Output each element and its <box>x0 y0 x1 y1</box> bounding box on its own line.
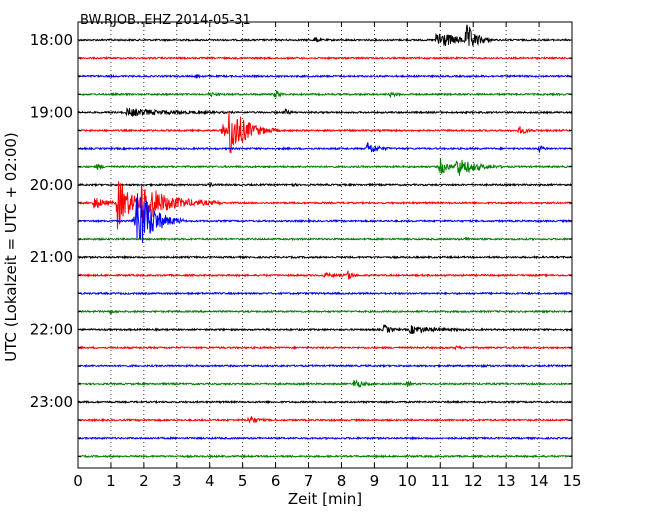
y-axis: 18:00 19:00 20:00 21:00 22:00 23:00 <box>30 31 572 457</box>
trace-line <box>77 55 573 61</box>
trace-line <box>77 345 573 351</box>
trace-line <box>77 193 573 244</box>
x-tick-label: 8 <box>337 472 347 490</box>
x-tick-label: 14 <box>530 472 549 490</box>
trace-line <box>77 24 573 47</box>
y-tick-label: 18:00 <box>30 31 73 49</box>
chart-title: BW.RJOB..EHZ 2014-05-31 <box>80 13 251 28</box>
x-axis: 0 1 2 3 4 5 6 7 8 9 10 11 12 13 14 15 <box>73 22 582 490</box>
trace-line <box>77 435 573 441</box>
x-tick-label: 1 <box>106 472 116 490</box>
trace-line <box>77 90 573 99</box>
trace-line <box>77 324 573 334</box>
y-tick-label: 21:00 <box>30 248 73 266</box>
x-tick-label: 12 <box>464 472 483 490</box>
x-tick-label: 6 <box>271 472 281 490</box>
trace-group <box>77 24 573 459</box>
x-tick-label: 0 <box>73 472 83 490</box>
y-tick-label: 23:00 <box>30 393 73 411</box>
trace-line <box>77 158 573 176</box>
plot-frame <box>77 21 573 469</box>
trace-line <box>77 379 573 388</box>
trace-line <box>77 270 573 281</box>
trace-line <box>77 363 573 369</box>
trace-line <box>77 454 573 459</box>
x-tick-label: 13 <box>497 472 516 490</box>
x-tick-label: 4 <box>205 472 215 490</box>
x-axis-title: Zeit [min] <box>288 490 362 508</box>
trace-line <box>77 236 573 242</box>
trace-line <box>77 111 573 154</box>
trace-line <box>77 399 573 405</box>
x-tick-label: 3 <box>172 472 182 490</box>
x-tick-label: 9 <box>370 472 380 490</box>
y-tick-label: 19:00 <box>30 103 73 121</box>
x-tick-label: 15 <box>562 472 581 490</box>
trace-line <box>77 181 573 188</box>
y-tick-label: 22:00 <box>30 321 73 339</box>
trace-line <box>77 291 573 296</box>
trace-line <box>77 254 573 260</box>
x-tick-label: 10 <box>398 472 417 490</box>
x-tick-label: 11 <box>431 472 450 490</box>
y-axis-title: UTC (Lokalzeit = UTC + 02:00) <box>2 132 20 362</box>
x-tick-label: 5 <box>238 472 248 490</box>
x-tick-label: 7 <box>304 472 314 490</box>
trace-line <box>77 416 573 424</box>
y-tick-label: 20:00 <box>30 176 73 194</box>
x-tick-label: 2 <box>139 472 149 490</box>
trace-line <box>77 181 573 230</box>
trace-line <box>77 73 573 79</box>
trace-line <box>77 309 573 315</box>
trace-line <box>77 142 573 154</box>
trace-line <box>77 106 573 117</box>
